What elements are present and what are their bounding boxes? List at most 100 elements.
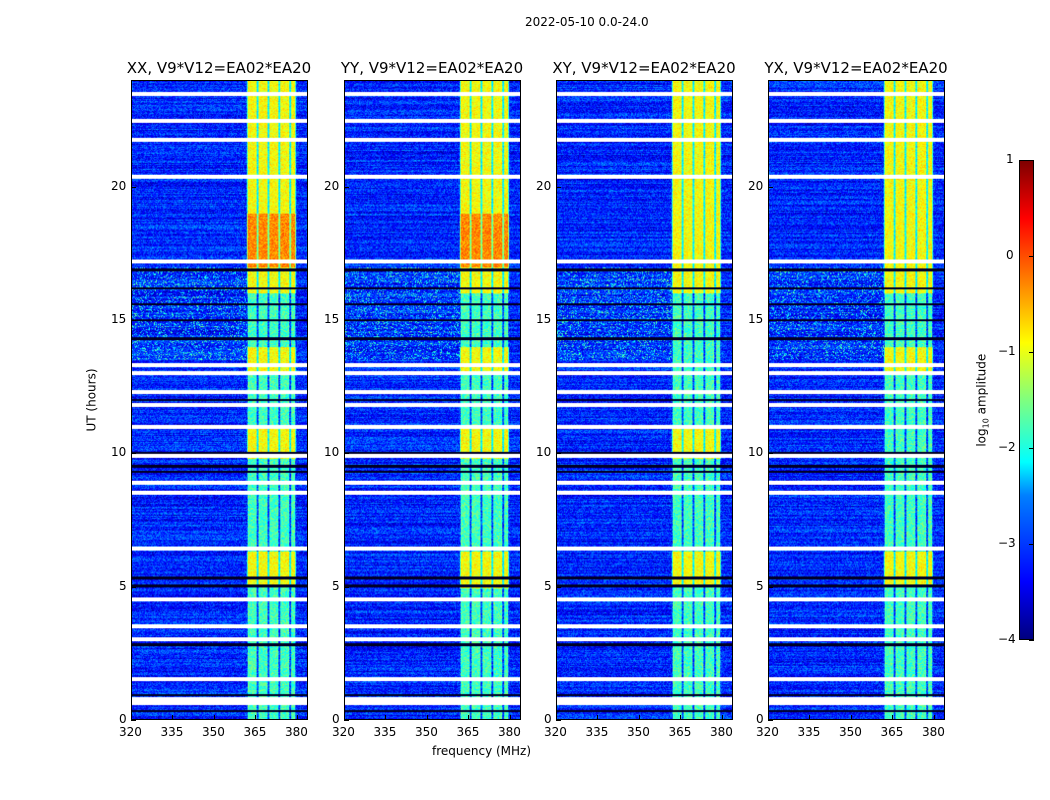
x-tick-mark xyxy=(426,715,428,720)
x-tick-label: 350 xyxy=(626,725,650,739)
x-tick-mark xyxy=(680,715,682,720)
x-tick-label: 380 xyxy=(284,725,308,739)
y-tick-label: 15 xyxy=(536,312,552,326)
y-tick-label: 0 xyxy=(332,712,340,726)
y-tick-mark xyxy=(768,320,773,321)
y-tick-label: 10 xyxy=(748,445,764,460)
y-tick-mark xyxy=(131,320,136,321)
x-tick-label: 350 xyxy=(414,725,438,739)
x-tick-label: 320 xyxy=(544,725,567,739)
y-tick-label: 20 xyxy=(111,178,127,193)
x-tick-label: 335 xyxy=(585,725,609,739)
colorbar-tick-label: 0 xyxy=(1006,248,1014,262)
x-tick-label: 320 xyxy=(756,725,779,739)
y-tick-label: 10 xyxy=(324,445,340,460)
y-tick-mark xyxy=(556,720,561,721)
y-tick-label: 20 xyxy=(536,178,552,193)
y-tick-mark xyxy=(344,453,349,455)
x-tick-mark xyxy=(509,715,511,720)
x-tick-mark xyxy=(638,715,640,720)
y-tick-mark xyxy=(344,320,349,321)
spectrogram-panel xyxy=(768,80,945,720)
x-tick-mark xyxy=(131,715,132,720)
x-axis-label: frequency (MHz) xyxy=(432,744,532,758)
x-tick-label: 365 xyxy=(880,725,904,739)
x-tick-label: 365 xyxy=(456,725,480,739)
y-tick-mark xyxy=(344,586,349,588)
x-tick-mark xyxy=(296,715,298,720)
spectrogram-heatmap xyxy=(769,81,944,719)
x-tick-label: 335 xyxy=(797,725,821,739)
y-tick-label: 20 xyxy=(748,178,764,193)
panel-title: YY, V9*V12=EA02*EA20 xyxy=(340,59,524,77)
colorbar-tick-label: 1 xyxy=(1006,152,1014,166)
y-tick-mark xyxy=(556,186,561,188)
y-tick-label: 5 xyxy=(544,578,552,593)
y-tick-label: 15 xyxy=(324,312,340,326)
spectrogram-panel xyxy=(556,80,733,720)
x-tick-label: 320 xyxy=(332,725,355,739)
panel-title: YX, V9*V12=EA02*EA20 xyxy=(764,59,948,77)
x-tick-label: 365 xyxy=(668,725,692,739)
y-tick-label: 10 xyxy=(111,445,127,460)
y-tick-mark xyxy=(131,453,136,455)
x-tick-label: 350 xyxy=(838,725,862,739)
y-tick-label: 5 xyxy=(119,578,127,593)
panel-title: XY, V9*V12=EA02*EA20 xyxy=(552,59,736,77)
y-tick-label: 15 xyxy=(748,312,764,326)
colorbar-tick-mark xyxy=(1029,160,1034,161)
x-tick-label: 335 xyxy=(373,725,397,739)
spectrogram-heatmap xyxy=(557,81,732,719)
x-tick-mark xyxy=(597,715,599,720)
x-tick-mark xyxy=(809,715,811,720)
colorbar-tick-label: −1 xyxy=(998,344,1016,358)
colorbar-label-sub: 10 xyxy=(981,418,991,429)
x-tick-mark xyxy=(213,715,215,720)
x-tick-mark xyxy=(768,715,769,720)
spectrogram-heatmap xyxy=(345,81,520,719)
y-tick-label: 15 xyxy=(111,312,127,326)
colorbar-tick-mark xyxy=(1029,352,1034,353)
y-tick-label: 5 xyxy=(756,578,764,593)
y-tick-label: 5 xyxy=(332,578,340,593)
y-tick-label: 0 xyxy=(756,712,764,726)
y-tick-mark xyxy=(556,320,561,321)
y-tick-mark xyxy=(556,453,561,455)
colorbar-tick-label: −4 xyxy=(998,632,1016,646)
x-tick-mark xyxy=(468,715,470,720)
panel-title: XX, V9*V12=EA02*EA20 xyxy=(126,59,312,77)
x-tick-label: 320 xyxy=(119,725,142,739)
colorbar-tick-mark xyxy=(1029,544,1034,545)
y-tick-mark xyxy=(131,586,136,588)
y-axis-label: UT (hours) xyxy=(84,368,99,432)
colorbar-label-rest: amplitude xyxy=(974,353,989,419)
spectrogram-panel xyxy=(344,80,521,720)
colorbar-tick-mark xyxy=(1029,640,1034,641)
y-tick-mark xyxy=(768,453,773,455)
colorbar-label-log: log xyxy=(974,428,989,447)
x-tick-label: 350 xyxy=(201,725,225,739)
x-tick-label: 365 xyxy=(243,725,267,739)
y-tick-mark xyxy=(344,186,349,188)
y-tick-mark xyxy=(344,720,349,721)
x-tick-mark xyxy=(344,715,345,720)
y-tick-label: 0 xyxy=(119,712,127,726)
y-tick-mark xyxy=(768,186,773,188)
spectrogram-heatmap xyxy=(132,81,307,719)
spectrogram-panel xyxy=(131,80,308,720)
y-tick-label: 0 xyxy=(544,712,552,726)
y-tick-mark xyxy=(131,186,136,188)
x-tick-mark xyxy=(172,715,174,720)
x-tick-mark xyxy=(385,715,387,720)
x-tick-mark xyxy=(933,715,935,720)
y-tick-mark xyxy=(556,586,561,588)
colorbar-tick-label: −2 xyxy=(998,440,1016,454)
y-tick-label: 10 xyxy=(536,445,552,460)
colorbar xyxy=(1019,160,1034,640)
y-tick-mark xyxy=(768,586,773,588)
x-tick-mark xyxy=(556,715,557,720)
colorbar-tick-mark xyxy=(1029,256,1034,257)
x-tick-mark xyxy=(850,715,852,720)
x-tick-label: 335 xyxy=(160,725,184,739)
y-tick-label: 20 xyxy=(324,178,340,193)
